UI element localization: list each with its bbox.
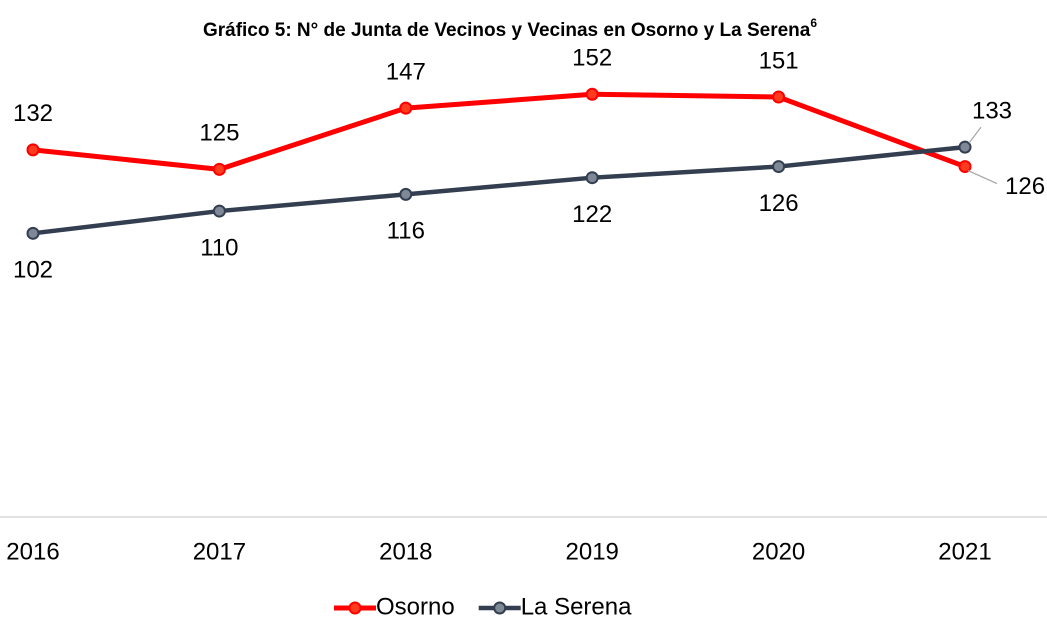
marker bbox=[399, 187, 413, 201]
legend-marker bbox=[348, 601, 362, 615]
marker bbox=[958, 160, 972, 174]
leader-line bbox=[968, 126, 982, 144]
title-footnote: 6 bbox=[810, 16, 817, 30]
x-tick-label: 2021 bbox=[938, 538, 991, 565]
marker bbox=[399, 101, 413, 115]
data-label: 151 bbox=[759, 47, 799, 74]
data-label: 116 bbox=[387, 218, 425, 245]
marker bbox=[772, 90, 786, 104]
marker bbox=[212, 162, 226, 176]
marker bbox=[772, 160, 786, 174]
data-label: 122 bbox=[572, 201, 612, 228]
x-tick-label: 2020 bbox=[752, 538, 805, 565]
data-label: 126 bbox=[1005, 173, 1045, 200]
series-line bbox=[32, 144, 966, 236]
data-label: 133 bbox=[972, 97, 1012, 124]
data-label: 125 bbox=[199, 120, 239, 147]
marker bbox=[958, 140, 972, 154]
x-tick-label: 2019 bbox=[566, 538, 619, 565]
marker bbox=[26, 226, 40, 240]
marker bbox=[26, 143, 40, 157]
legend-label: La Serena bbox=[521, 593, 632, 620]
x-tick-label: 2016 bbox=[6, 538, 59, 565]
data-label: 132 bbox=[13, 100, 53, 127]
chart-title: Gráfico 5: N° de Junta de Vecinos y Veci… bbox=[203, 16, 817, 41]
legend-marker bbox=[493, 601, 507, 615]
legend-label: Osorno bbox=[376, 593, 455, 620]
x-tick-label: 2017 bbox=[193, 538, 246, 565]
data-label: 152 bbox=[572, 45, 612, 72]
data-label: 110 bbox=[200, 234, 238, 261]
leader-line bbox=[967, 170, 998, 185]
data-label: 126 bbox=[759, 190, 799, 217]
title-text: Gráfico 5: N° de Junta de Vecinos y Veci… bbox=[203, 20, 811, 41]
series-line bbox=[32, 91, 966, 172]
marker bbox=[585, 171, 599, 185]
marker bbox=[212, 204, 226, 218]
data-label: 102 bbox=[13, 257, 53, 284]
marker bbox=[585, 87, 599, 101]
data-label: 147 bbox=[386, 59, 426, 86]
x-tick-label: 2018 bbox=[379, 538, 432, 565]
